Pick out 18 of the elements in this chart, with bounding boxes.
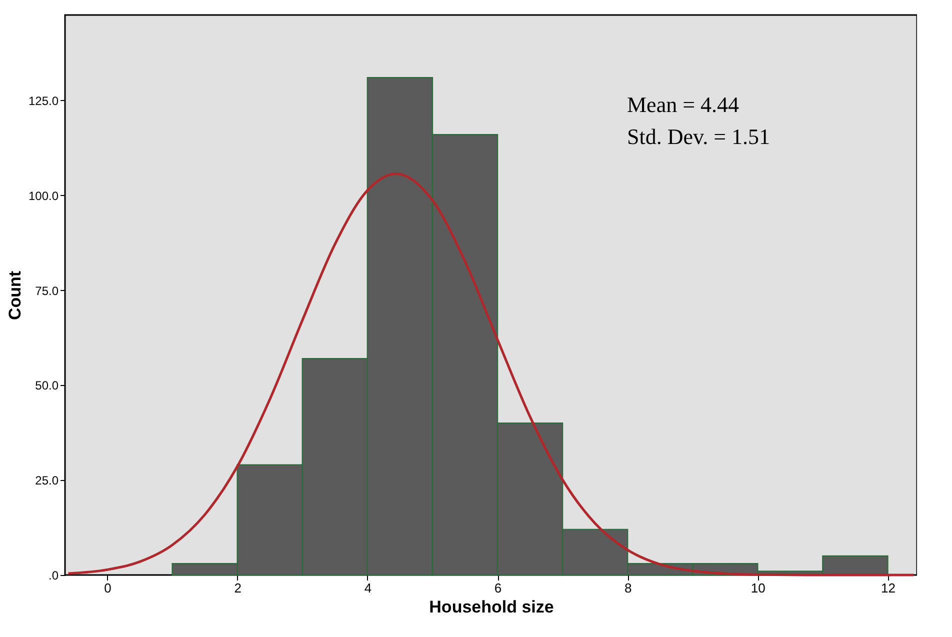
- x-tick-label: 6: [494, 580, 502, 596]
- x-tick-label: 0: [104, 580, 112, 596]
- y-tick-label: 125.0: [28, 94, 59, 108]
- y-tick-label: 25.0: [35, 474, 59, 488]
- y-tick-label: 100.0: [28, 188, 59, 203]
- x-tick-label: 8: [624, 580, 632, 596]
- x-tick-label: 4: [364, 580, 372, 596]
- x-axis-title: Household size: [429, 598, 554, 616]
- x-tick-label: 12: [881, 580, 896, 596]
- y-tick-label: 75.0: [35, 284, 59, 298]
- y-axis-title: Count: [5, 270, 24, 320]
- y-tick-label: .0: [48, 568, 59, 582]
- annotation: Mean = 4.44: [627, 92, 739, 117]
- annotation: Std. Dev. = 1.51: [627, 124, 770, 149]
- y-tick-label: 50.0: [35, 378, 59, 393]
- line-series: [67, 172, 915, 576]
- x-tick-label: 10: [750, 580, 766, 596]
- x-tick-label: 2: [234, 580, 242, 596]
